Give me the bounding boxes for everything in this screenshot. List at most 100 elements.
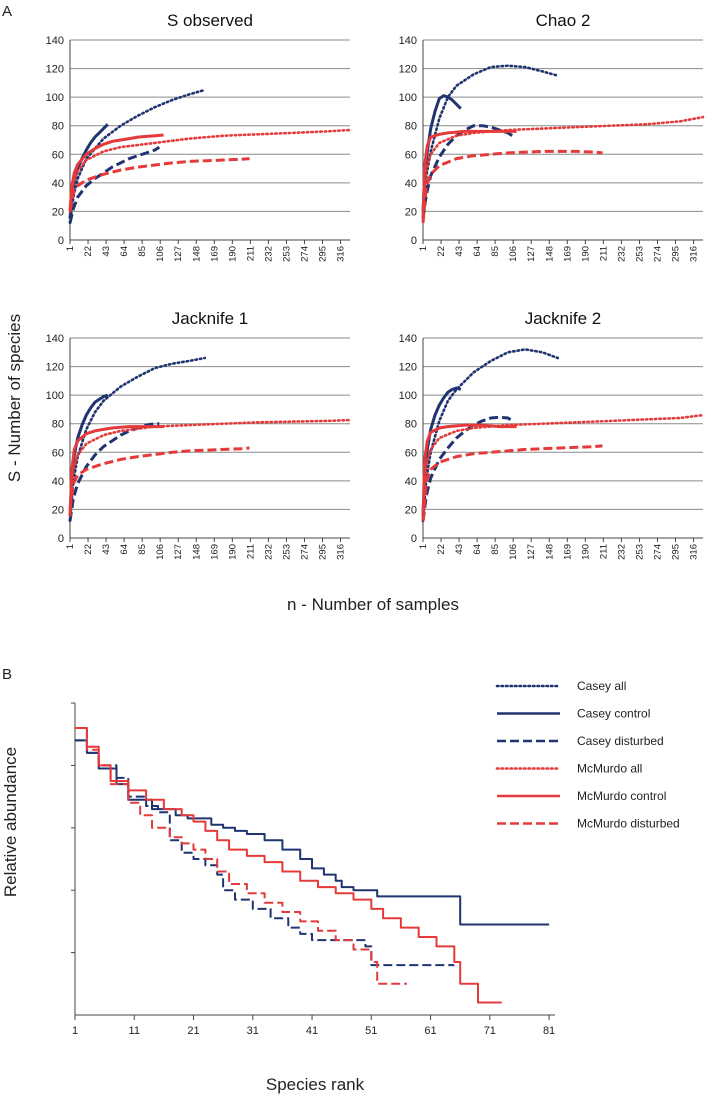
x-tick-label: 81	[543, 1025, 555, 1037]
series-line	[421, 129, 517, 219]
x-tick-label: 232	[616, 544, 627, 560]
y-tick-label: 140	[399, 35, 417, 47]
series-line	[75, 739, 550, 926]
x-tick-label: 211	[598, 544, 609, 559]
x-tick-label: 22	[83, 246, 94, 257]
y-tick-label: 140	[399, 333, 417, 345]
x-tick-label: 127	[526, 544, 537, 560]
x-tick-label: 253	[634, 544, 645, 560]
x-tick-label: 127	[526, 246, 537, 262]
x-tick-label: 148	[544, 246, 555, 262]
x-tick-label: 1	[65, 246, 76, 251]
x-tick-label: 316	[689, 246, 700, 262]
y-tick-label: 40	[52, 178, 64, 190]
x-tick-label: 190	[227, 246, 238, 262]
y-tick-label: 120	[46, 362, 64, 374]
series-line	[68, 393, 109, 517]
x-tick-label: 169	[209, 246, 220, 262]
x-tick-label: 211	[598, 246, 609, 261]
x-tick-label: 85	[137, 246, 148, 257]
chart-4: Jacknife 2 0 20 40 60 80 100 120 140 1 22 43 64 85 106…	[399, 309, 705, 560]
legend-item: McMurdo disturbed	[577, 817, 680, 831]
chart-1: S observed 0 20 40 60 80 100 120 140 1 22 43 64 85 106…	[46, 11, 352, 262]
x-tick-label: 85	[490, 544, 501, 555]
y-tick-label: 100	[46, 92, 64, 104]
series-line	[421, 423, 517, 517]
chart-2: Chao 2 0 20 40 60 80 100 120 140 1 22 43 64 85 106 127 1…	[399, 11, 705, 262]
x-tick-label: 211	[245, 544, 256, 559]
x-tick-label: 1	[418, 544, 429, 549]
x-tick-label: 232	[263, 246, 274, 262]
series-line	[421, 115, 705, 213]
x-tick-label: 148	[191, 544, 202, 560]
y-tick-label: 40	[405, 476, 417, 488]
x-tick-label: 41	[306, 1025, 318, 1037]
x-tick-label: 127	[173, 544, 184, 560]
y-tick-label: 20	[405, 504, 417, 516]
legend: Casey all Casey control Casey disturbed McM…	[495, 679, 680, 831]
legend-item: Casey all	[577, 679, 626, 693]
x-tick-label: 64	[472, 246, 483, 257]
x-tick-label: 295	[318, 246, 329, 262]
y-tick-label: 0	[411, 533, 417, 545]
x-tick-label: 106	[508, 246, 519, 262]
panel-a-label: A	[2, 3, 12, 20]
x-tick-label: 274	[652, 544, 663, 560]
x-tick-label: 43	[101, 246, 112, 257]
y-tick-label: 120	[399, 64, 417, 76]
x-tick-label: 71	[484, 1025, 496, 1037]
series-line	[68, 446, 250, 510]
series-line	[421, 386, 462, 517]
x-tick-label: 85	[137, 544, 148, 555]
x-tick-label: 21	[187, 1025, 199, 1037]
x-tick-label: 274	[299, 544, 310, 560]
series-line	[68, 157, 250, 212]
x-tick-label: 253	[281, 544, 292, 560]
x-tick-label: 22	[436, 544, 447, 555]
x-tick-label: 51	[365, 1025, 377, 1037]
x-tick-label: 295	[671, 544, 682, 560]
y-tick-label: 140	[46, 35, 64, 47]
y-tick-label: 20	[52, 504, 64, 516]
x-tick-label: 169	[562, 246, 573, 262]
y-tick-label: 40	[405, 178, 417, 190]
y-tick-label: 100	[399, 390, 417, 402]
chart-title: Jacknife 1	[172, 309, 249, 328]
x-tick-label: 274	[652, 246, 663, 262]
y-tick-label: 60	[52, 149, 64, 161]
x-tick-label: 295	[318, 544, 329, 560]
y-tick-label: 80	[405, 419, 417, 431]
panel-b-ylabel: Relative abundance	[1, 747, 20, 897]
x-tick-label: 316	[336, 544, 347, 560]
y-tick-label: 80	[52, 419, 64, 431]
x-tick-label: 43	[101, 544, 112, 555]
panel-b-xlabel: Species rank	[266, 1075, 365, 1094]
y-tick-label: 120	[399, 362, 417, 374]
series-line	[421, 348, 560, 523]
y-tick-label: 80	[405, 121, 417, 133]
x-tick-label: 11	[129, 1025, 140, 1037]
x-tick-label: 22	[436, 246, 447, 257]
y-tick-label: 120	[46, 64, 64, 76]
x-tick-label: 253	[281, 246, 292, 262]
chart-title: S observed	[167, 11, 253, 30]
x-tick-label: 127	[173, 246, 184, 262]
x-tick-label: 190	[580, 544, 591, 560]
chart-3: Jacknife 1 0 20 40 60 80 100 120 140 1 22 43 64 85 106…	[46, 309, 352, 560]
x-tick-label: 232	[616, 246, 627, 262]
series-line	[68, 356, 207, 523]
y-tick-label: 0	[58, 533, 64, 545]
series-line	[68, 133, 164, 212]
series-line	[75, 739, 455, 967]
x-tick-label: 43	[454, 544, 465, 555]
x-tick-label: 295	[671, 246, 682, 262]
series-line	[68, 145, 161, 224]
y-tick-label: 60	[405, 149, 417, 161]
x-tick-label: 31	[247, 1025, 259, 1037]
series-line	[75, 727, 407, 985]
y-tick-label: 20	[405, 206, 417, 218]
y-tick-label: 20	[52, 206, 64, 218]
y-tick-label: 40	[52, 476, 64, 488]
x-tick-label: 148	[544, 544, 555, 560]
